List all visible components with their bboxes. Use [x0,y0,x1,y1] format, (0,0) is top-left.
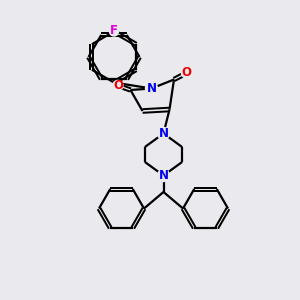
Circle shape [158,128,169,140]
Circle shape [110,27,118,36]
Circle shape [146,82,158,94]
Circle shape [182,68,192,78]
Text: N: N [158,169,169,182]
Text: O: O [182,66,192,80]
Circle shape [113,80,123,91]
Circle shape [158,169,169,181]
Text: N: N [158,127,169,140]
Text: F: F [110,23,118,37]
Text: N: N [146,82,157,95]
Text: O: O [113,79,123,92]
